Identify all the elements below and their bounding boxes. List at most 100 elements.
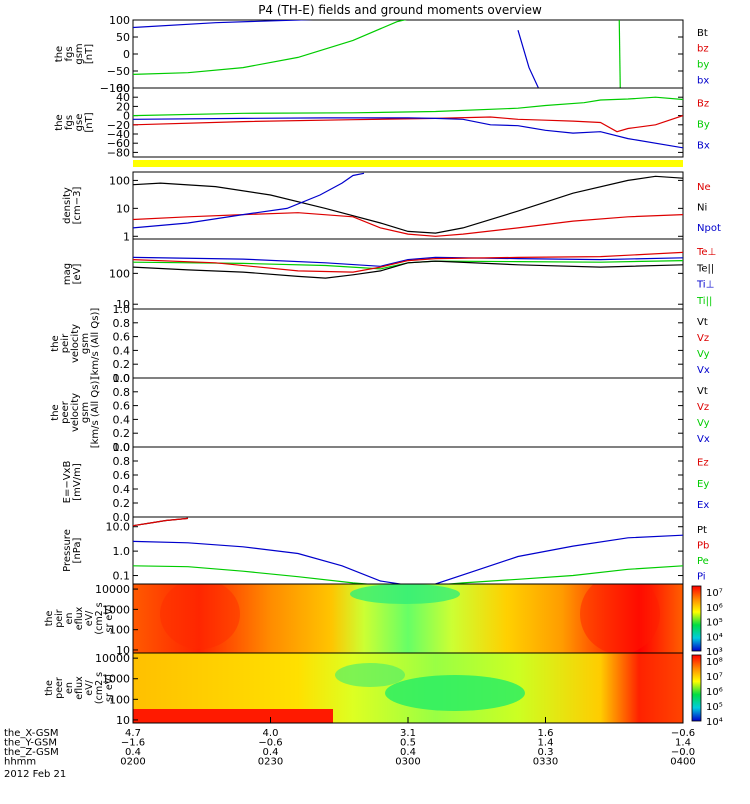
y-tick-label: −20 (107, 119, 130, 132)
x-tick-label: 3.1 (400, 728, 416, 739)
legend-entry: Vt (697, 386, 708, 397)
legend-entry: Vt (697, 317, 708, 328)
y-axis-label: E=−VxB (62, 461, 73, 504)
y-tick-label: 50 (116, 31, 130, 44)
y-axis-label: (cm2 s (94, 602, 105, 634)
y-axis-label: en (64, 613, 75, 625)
series-Pi (133, 534, 683, 584)
y-axis-label: (cm2 s (94, 672, 105, 704)
y-axis-label: gse (74, 114, 85, 132)
y-axis-label: [nT] (84, 44, 95, 64)
y-axis-label: [km/s (All Qs)] (90, 377, 101, 449)
series-Bz (133, 115, 683, 133)
x-tick-label: 0.4 (400, 747, 416, 758)
x-tick-label: 0330 (533, 757, 558, 768)
y-tick-label: 20 (116, 100, 130, 113)
series-By (133, 96, 683, 117)
y-tick-label: 1000 (102, 603, 130, 616)
y-axis-label: eflux (74, 606, 85, 630)
spectrogram-peer-en-eflux: 10000 1000 100 10 10⁸ 10⁷ 10⁶ 10⁵ 10⁴ the peer en ef… (44, 652, 723, 728)
x-axis-row-label: the_Y-GSM (4, 738, 57, 749)
x-tick-label: 4.7 (125, 728, 141, 739)
legend-entry: Vz (697, 333, 709, 344)
legend-entry: Vx (697, 365, 710, 376)
y-axis-label: mag (62, 263, 73, 285)
y-axis-label: fgs (64, 46, 75, 61)
y-axis-label: en (64, 682, 75, 694)
y-tick-label: 0 (123, 48, 130, 61)
y-tick-label: −40 (107, 128, 130, 141)
y-axis-label: peer (60, 400, 71, 424)
legend-entry: Ez (697, 458, 709, 469)
y-axis-label: [km/s (All Qs)] (90, 308, 101, 380)
series-Ti⊥ (133, 256, 683, 267)
legend-entry: Pi (697, 572, 706, 583)
x-tick-label: 0230 (258, 757, 283, 768)
y-tick-label: 100 (109, 693, 130, 706)
legend-entry: Te⊥ (696, 247, 716, 258)
y-axis-label: the (50, 404, 61, 420)
legend-entry: Vy (697, 349, 710, 360)
x-tick-label: 4.0 (263, 728, 279, 739)
x-tick-label: 0300 (395, 757, 420, 768)
legend-entry: Bt (697, 28, 708, 39)
legend-entry: Ey (697, 479, 709, 490)
y-axis-label: the (54, 114, 65, 130)
spectrogram-feature (385, 675, 525, 711)
x-tick-label: −0.6 (671, 728, 695, 739)
legend-entry: Vz (697, 402, 709, 413)
legend-entry: by (697, 60, 709, 71)
series-bx (133, 20, 314, 29)
series-by (618, 20, 621, 88)
y-tick-label: 10 (116, 298, 130, 311)
y-tick-label: 0.2 (113, 358, 131, 371)
series-Npot (133, 172, 365, 229)
colorbar-tick-label: 10⁴ (706, 717, 723, 728)
x-tick-label: 0.4 (263, 747, 279, 758)
x-tick-label: 0.4 (125, 747, 141, 758)
y-tick-label: −100 (100, 82, 130, 95)
y-axis-label: peer (54, 677, 65, 699)
y-axis-label: Pressure (62, 529, 73, 572)
panel-frame (132, 308, 684, 379)
y-axis-label: gsm (80, 333, 91, 354)
x-tick-label: 1.4 (675, 738, 691, 749)
colorbar-tick-label: 10⁴ (706, 632, 723, 643)
legend-entry: Ni (697, 202, 707, 213)
y-axis-label: the (50, 335, 61, 351)
y-tick-label: 0.0 (113, 372, 131, 385)
panel-fgs-gsm: 100 50 0 −50 −100 Bt bz by bx the fgs gsm [nT] (54, 14, 709, 95)
y-tick-label: 1 (123, 230, 130, 243)
x-axis-row-label: the_Z-GSM (4, 747, 59, 758)
y-axis-label: fgs (64, 115, 75, 130)
y-tick-label: −50 (107, 65, 130, 78)
legend-entry: Te|| (696, 263, 714, 274)
series-Pb (133, 517, 189, 527)
panel-frame (132, 171, 684, 240)
y-axis-label: [nPa] (72, 537, 83, 563)
y-tick-label: −60 (107, 137, 130, 150)
y-tick-label: 1.0 (113, 441, 131, 454)
legend-entry: Pb (697, 540, 709, 551)
spectrogram-peir-en-eflux: 10000 1000 100 10 10⁷ 10⁶ 10⁵ 10⁴ 10³ the peir en ef… (44, 583, 723, 658)
legend-entry: bx (697, 75, 709, 86)
y-tick-label: 100 (109, 14, 130, 27)
x-tick-label: 0200 (120, 757, 145, 768)
series-Ne (133, 212, 683, 237)
y-axis-label: gsm (74, 43, 85, 64)
y-tick-label: 0.0 (113, 441, 131, 454)
colorbar-tick-label: 10⁶ (706, 687, 723, 698)
legend-entry: Vy (697, 418, 710, 429)
y-axis-label: [mV/m] (72, 463, 83, 501)
colorbar-tick-label: 10⁶ (706, 603, 723, 614)
y-tick-label: 10000 (95, 583, 130, 596)
y-axis-label: peir (54, 609, 65, 628)
y-tick-label: 0.2 (113, 427, 131, 440)
panel-frame (132, 377, 684, 448)
y-tick-label: 10 (116, 644, 130, 657)
legend-entry: Pe (697, 556, 709, 567)
colorbar (691, 585, 702, 652)
x-tick-label: 1.4 (538, 738, 554, 749)
